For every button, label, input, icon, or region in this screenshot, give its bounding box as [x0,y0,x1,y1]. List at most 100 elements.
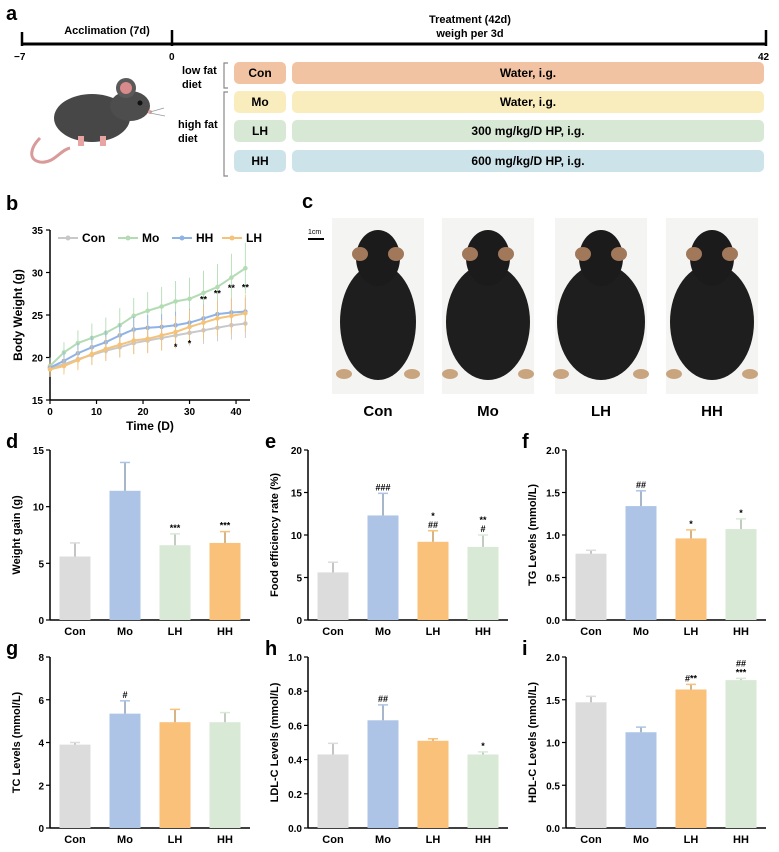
bar-con [59,744,91,828]
mouse-photos: Con Mo LH HH [332,218,758,420]
significance-mark: * [174,342,178,352]
mouse-label-lh: LH [591,403,611,420]
category-label-mo: Mo [633,626,649,638]
y-tick-label: 25 [32,311,44,322]
bar-hh [725,680,757,828]
treatment-label: Water, i.g. [500,95,556,109]
data-point-lh [243,311,248,316]
significance-mark: * [431,511,435,521]
hdl-levels-chart: 0.0 0.5 1.0 1.5 2.0 HDL-C Levels (mmol/L) Con M… [527,653,766,846]
bar-mo [367,720,399,828]
category-label-hh: HH [733,626,749,638]
body-weight-chart: 15 20 25 30 35 0 10 20 30 40 Time (D) Body Weight (… [11,226,262,433]
bar-hh [725,529,757,620]
mouse-head [466,230,510,286]
category-label-lh: LH [684,626,699,638]
y-tick-label: 6 [38,696,44,707]
category-label-con: Con [580,834,602,846]
mouse-paw [633,369,649,379]
low-fat-label-2: diet [182,79,202,91]
data-point-mo [201,290,206,296]
treatment-bar-con [292,62,764,84]
y-tick-label: 0 [296,616,302,627]
mouse-label-hh: HH [701,403,723,420]
data-point-lh [215,316,220,321]
mouse-paw [336,369,352,379]
panel-label-h: h [265,638,277,660]
bar-mo [625,506,657,620]
category-label-hh: HH [475,834,491,846]
significance-mark: ** [200,294,208,304]
y-axis-title: LDL-C Levels (mmol/L) [269,682,281,802]
y-axis-title: TG Levels (mmol/L) [527,484,539,586]
data-point-lh [75,357,81,363]
mouse-head [579,230,623,286]
panel-h: h 0.0 0.2 0.4 0.6 0.8 1.0 LDL-C Levels (mmol/L)… [265,638,508,846]
high-fat-label-1: high fat [178,119,218,131]
mouse-label-mo: Mo [477,403,499,420]
mouse-ear [498,247,514,261]
category-label-con: Con [322,834,344,846]
group-chip-label: HH [251,154,268,168]
mouse-body [670,264,754,380]
y-axis-title: Food efficiency rate (%) [269,473,281,597]
data-point-lh [61,363,67,369]
category-label-mo: Mo [117,834,133,846]
bar-con [317,572,349,620]
mouse-paw [553,369,569,379]
bar-con [575,553,607,620]
tick-end-label: 42 [758,52,770,63]
legend-label-mo: Mo [142,231,159,245]
y-tick-label: 0.5 [546,781,560,792]
legend-label-hh: HH [196,231,213,245]
y-axis-title: HDL-C Levels (mmol/L) [527,682,539,803]
category-label-lh: LH [168,834,183,846]
data-point-mo [159,304,164,309]
panel-label-f: f [522,431,529,453]
panel-d: d 0 5 10 15 Weight gain (g) Con Mo LH *** HH *** [6,431,250,638]
category-label-con: Con [580,626,602,638]
significance-mark: ** [214,288,222,298]
mouse-label-con: Con [363,403,392,420]
data-point-lh [159,333,164,338]
group-chip-label: Con [248,66,271,80]
data-point-lh [131,338,137,343]
category-label-mo: Mo [633,834,649,846]
bar-con [59,556,91,620]
data-point-mo [243,265,248,271]
mouse-body [446,264,530,380]
group-chip-label: Mo [251,95,268,109]
y-tick-label: 15 [32,396,44,407]
y-tick-label: 1.5 [546,489,560,500]
y-tick-label: 0.0 [288,824,302,835]
mouse-illustration [30,78,166,164]
legend-marker [229,235,235,241]
mouse-body [340,264,416,380]
bar-con [317,754,349,828]
y-axis-title: Weight gain (g) [11,495,23,575]
significance-mark: * [481,741,485,751]
significance-mark: # [122,690,127,700]
acclimation-label: Acclimation (7d) [64,25,150,37]
mouse-ear [575,247,591,261]
category-label-hh: HH [217,626,233,638]
y-tick-label: 0.0 [546,616,560,627]
significance-mark: # [480,524,485,534]
category-label-lh: LH [426,834,441,846]
bar-hh [209,722,241,828]
panel-label-g: g [6,638,18,660]
panel-g: g 0 2 4 6 8 TC Levels (mmol/L) Con Mo # LH HH [6,638,250,846]
data-point-lh [145,336,150,342]
y-axis-title: Body Weight (g) [11,269,25,361]
data-point-mo [215,284,220,290]
mouse-ear [462,247,478,261]
data-point-lh [201,320,206,325]
y-tick-label: 0.0 [546,824,560,835]
x-tick-label: 0 [47,407,53,418]
mouse-paw [404,369,420,379]
data-point-mo [187,296,192,302]
high-fat-label-2: diet [178,133,198,145]
y-tick-label: 0 [38,824,44,835]
category-label-con: Con [64,834,86,846]
